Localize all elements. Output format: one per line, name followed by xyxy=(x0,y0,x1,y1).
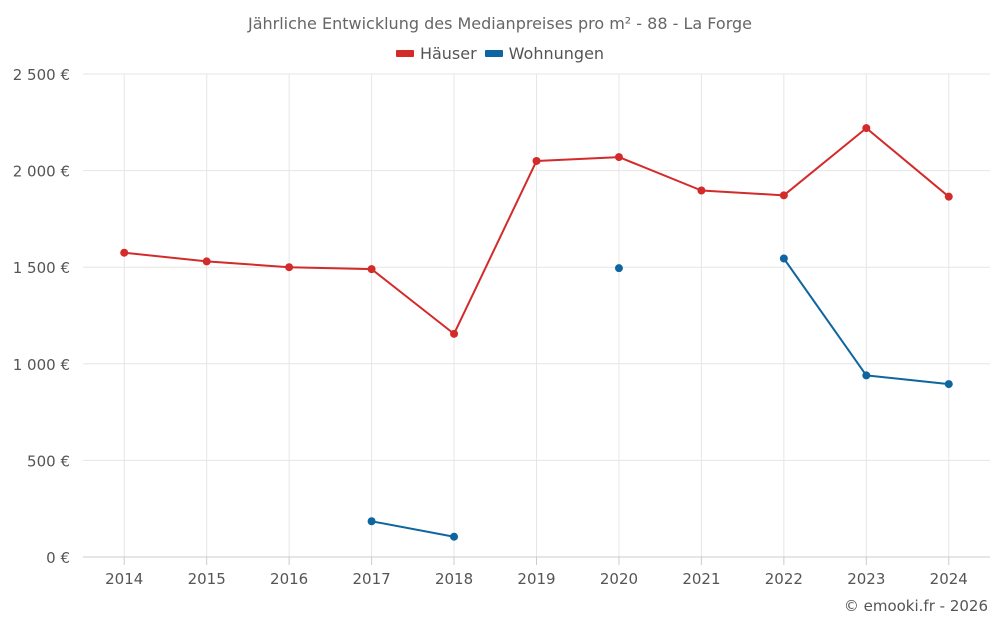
data-point-haeuser xyxy=(944,192,953,201)
chart-title: Jährliche Entwicklung des Medianpreises … xyxy=(247,14,752,33)
data-point-haeuser xyxy=(779,191,788,200)
data-point-haeuser xyxy=(202,257,211,266)
x-tick-label: 2021 xyxy=(682,570,720,588)
y-tick-label: 500 € xyxy=(27,452,70,470)
y-tick-label: 0 € xyxy=(46,549,70,567)
x-tick-label: 2020 xyxy=(600,570,638,588)
data-point-wohnungen xyxy=(614,264,623,273)
data-point-wohnungen xyxy=(450,532,459,541)
data-point-wohnungen xyxy=(779,254,788,263)
data-point-wohnungen xyxy=(367,517,376,526)
legend-item-wohnungen[interactable]: Wohnungen xyxy=(484,44,605,63)
legend-item-haeuser[interactable]: Häuser xyxy=(395,44,477,63)
x-tick-label: 2022 xyxy=(765,570,803,588)
y-tick-label: 2 000 € xyxy=(13,163,70,181)
data-point-haeuser xyxy=(367,265,376,274)
x-tick-label: 2024 xyxy=(930,570,968,588)
x-tick-label: 2018 xyxy=(435,570,473,588)
y-tick-label: 1 500 € xyxy=(13,259,70,277)
data-point-haeuser xyxy=(120,248,129,257)
x-tick-label: 2014 xyxy=(105,570,143,588)
data-point-haeuser xyxy=(862,124,871,133)
data-point-haeuser xyxy=(614,153,623,162)
data-point-haeuser xyxy=(285,263,294,272)
x-tick-label: 2016 xyxy=(270,570,308,588)
data-point-haeuser xyxy=(532,156,541,165)
y-tick-label: 1 000 € xyxy=(13,356,70,374)
legend-label-wohnungen: Wohnungen xyxy=(508,44,605,63)
data-point-haeuser xyxy=(697,186,706,195)
series-line-wohnungen xyxy=(371,520,455,538)
data-point-wohnungen xyxy=(944,380,953,389)
credits[interactable]: © emooki.fr - 2026 xyxy=(843,597,988,615)
x-tick-label: 2015 xyxy=(188,570,226,588)
legend: Häuser Wohnungen xyxy=(0,44,1000,63)
x-tick-label: 2017 xyxy=(352,570,390,588)
data-point-wohnungen xyxy=(862,371,871,380)
legend-swatch-wohnungen xyxy=(484,50,503,57)
x-tick-label: 2023 xyxy=(847,570,885,588)
data-point-haeuser xyxy=(450,329,459,338)
x-tick-label: 2019 xyxy=(517,570,555,588)
legend-label-haeuser: Häuser xyxy=(419,44,477,63)
legend-swatch-haeuser xyxy=(395,50,414,57)
y-tick-label: 2 500 € xyxy=(13,66,70,84)
